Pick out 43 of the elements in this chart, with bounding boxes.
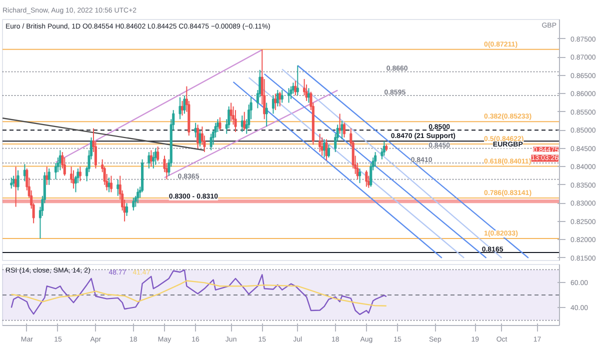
candlestick	[10, 177, 13, 190]
candlestick	[110, 175, 113, 193]
candlestick	[156, 146, 160, 162]
candlestick	[327, 144, 330, 158]
candlestick	[374, 152, 377, 168]
candlestick	[280, 89, 284, 104]
candlestick	[198, 130, 202, 148]
candlestick	[218, 116, 222, 131]
candlestick	[72, 170, 75, 190]
candlestick	[296, 65, 299, 96]
candlestick	[243, 111, 246, 131]
candlestick	[234, 110, 237, 132]
candlestick	[272, 94, 275, 114]
candlestick	[152, 152, 155, 169]
candlestick	[318, 133, 322, 153]
candlestick	[183, 94, 186, 114]
line-series	[10, 280, 388, 306]
candlestick	[325, 138, 328, 161]
candlestick	[132, 197, 135, 211]
candlestick	[294, 80, 297, 96]
candlestick	[78, 166, 82, 182]
candlestick	[342, 122, 346, 138]
candlestick	[46, 166, 48, 186]
candlestick	[108, 177, 110, 193]
candlestick	[265, 102, 268, 127]
candlestick	[116, 178, 120, 196]
candlestick	[358, 168, 362, 184]
candlestick	[230, 102, 232, 122]
candlestick	[290, 86, 292, 100]
candlestick	[48, 168, 50, 186]
candlestick	[16, 170, 20, 191]
candlestick	[278, 91, 282, 107]
candlestick	[136, 188, 140, 204]
candlestick	[148, 152, 150, 169]
candlestick	[287, 88, 290, 104]
candlestick	[365, 170, 368, 188]
candlestick	[210, 133, 212, 151]
candlestick	[276, 89, 279, 107]
candlestick	[125, 202, 128, 216]
candlestick	[14, 166, 18, 208]
candlestick	[382, 140, 386, 156]
candlestick	[340, 120, 344, 140]
candlestick	[274, 93, 277, 111]
